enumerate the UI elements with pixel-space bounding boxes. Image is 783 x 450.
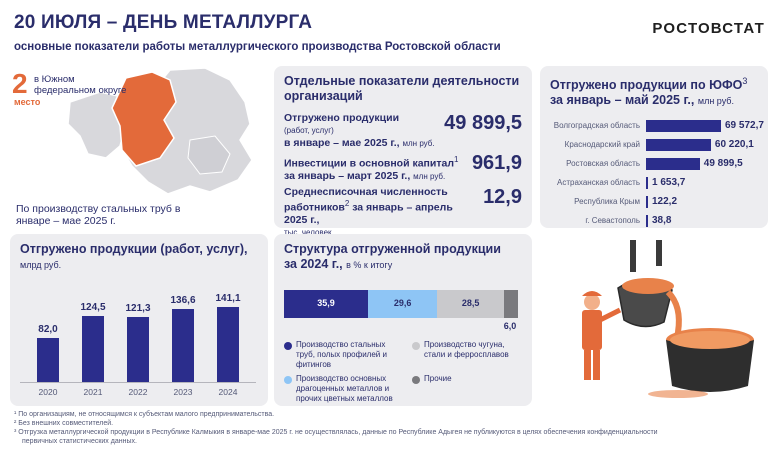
legend-dot-iron	[412, 342, 420, 350]
column-bar	[127, 317, 149, 382]
yfo-region-label: Республика Крым	[574, 197, 640, 206]
map-rostov-oblast	[111, 71, 177, 167]
column-value: 121,3	[125, 303, 151, 315]
yfo-bar	[646, 139, 711, 151]
column-value: 82,0	[38, 324, 58, 336]
brand-logo: РОСТОВСТАТ	[652, 20, 765, 37]
indicator-shipped: Отгружено продукции (работ, услуг) в янв…	[284, 112, 435, 149]
rank-text: в Южном федеральном округе	[34, 74, 127, 96]
legend-dot-pipes	[284, 342, 292, 350]
shipped-title: Отгружено продукции (работ, услуг), млрд…	[20, 242, 248, 270]
stack-label: 35,9	[317, 298, 335, 308]
yfo-value: 49 899,5	[703, 158, 743, 169]
rank-place: место	[14, 97, 41, 107]
column-bar	[37, 338, 59, 382]
footnote-3: ³ Отгрузка металлургической продукции в …	[14, 429, 658, 436]
column-year: 2024	[218, 387, 238, 397]
column-year: 2020	[38, 387, 58, 397]
column-value: 141,1	[215, 292, 241, 304]
column-year: 2023	[173, 387, 193, 397]
column-year: 2022	[128, 387, 148, 397]
yfo-value: 38,8	[652, 215, 672, 226]
indicators-card: Отдельные показатели деятельности органи…	[274, 66, 532, 237]
yfo-card: Отгружено продукции по ЮФО3 за январь – …	[540, 66, 768, 228]
column-axis	[20, 382, 256, 383]
yfo-region-label: г. Севастополь	[585, 216, 640, 225]
indicator-employees: Среднесписочная численность работников2 …	[284, 186, 453, 237]
indicator-investment-value: 961,9	[471, 152, 522, 174]
stack-label: 6,0	[503, 321, 517, 331]
steelworker-illustration	[582, 240, 754, 398]
legend-precious: Производство основных драгоценных металл…	[296, 374, 393, 403]
yfo-bar	[646, 158, 700, 170]
yfo-value: 122,2	[652, 196, 678, 207]
map-east	[187, 135, 231, 175]
footnote-1: ¹ По организациям, не относящимся к субъ…	[14, 411, 275, 418]
yfo-region-label: Волгоградская область	[553, 121, 640, 130]
footnote-2: ² Без внешних совместителей.	[14, 420, 114, 427]
legend-dot-precious	[284, 376, 292, 384]
yfo-title: Отгружено продукции по ЮФО3 за январь – …	[550, 76, 748, 108]
yfo-region-label: Ростовская область	[566, 159, 640, 168]
stack-segment	[284, 290, 368, 318]
indicator-shipped-value: 49 899,5	[444, 112, 522, 134]
page-title: 20 ИЮЛЯ – ДЕНЬ МЕТАЛЛУРГА	[14, 12, 313, 33]
yfo-region-label: Астраханская область	[557, 178, 640, 187]
legend-other: Прочие	[424, 374, 452, 383]
legend-dot-other	[412, 376, 420, 384]
yfo-bar	[646, 177, 648, 189]
indicators-title: Отдельные показатели деятельности органи…	[284, 74, 520, 103]
yfo-value: 1 653,7	[652, 177, 686, 188]
shipped-card: Отгружено продукции (работ, услуг), млрд…	[10, 234, 268, 406]
yfo-bar	[646, 196, 648, 208]
map-note: По производству стальных труб в январе –…	[16, 203, 181, 227]
region-map	[67, 67, 253, 195]
column-bar	[172, 309, 194, 382]
indicator-employees-value: 12,9	[483, 186, 522, 208]
stack-label: 28,5	[461, 298, 480, 308]
column-value: 136,6	[170, 295, 196, 307]
indicator-investment: Инвестиции в основной капитал1 за январь…	[284, 155, 459, 182]
yfo-value: 60 220,1	[714, 139, 754, 150]
yfo-bar	[646, 120, 721, 132]
column-bar	[82, 315, 104, 382]
legend-pipes: Производство стальных труб, полых профил…	[296, 340, 387, 369]
yfo-bar	[646, 215, 648, 227]
stack-segment	[503, 290, 518, 318]
yfo-region-label: Краснодарский край	[564, 140, 640, 149]
stack-label: 29,6	[393, 298, 412, 308]
page-subtitle: основные показатели работы металлургичес…	[14, 41, 501, 53]
footnote-3-cont: первичных статистических данных.	[22, 438, 137, 445]
column-bar	[217, 306, 239, 382]
structure-title: Структура отгруженной продукции за 2024 …	[284, 242, 501, 271]
column-year: 2021	[83, 387, 103, 397]
stack-segment	[437, 290, 504, 318]
structure-card: Структура отгруженной продукции за 2024 …	[274, 234, 532, 406]
legend-iron: Производство чугуна, стали и ферросплаво…	[424, 340, 509, 359]
stack-segment	[368, 290, 438, 318]
rank-number: 2	[12, 68, 28, 99]
yfo-value: 69 572,7	[725, 120, 764, 131]
column-value: 124,5	[80, 301, 106, 313]
